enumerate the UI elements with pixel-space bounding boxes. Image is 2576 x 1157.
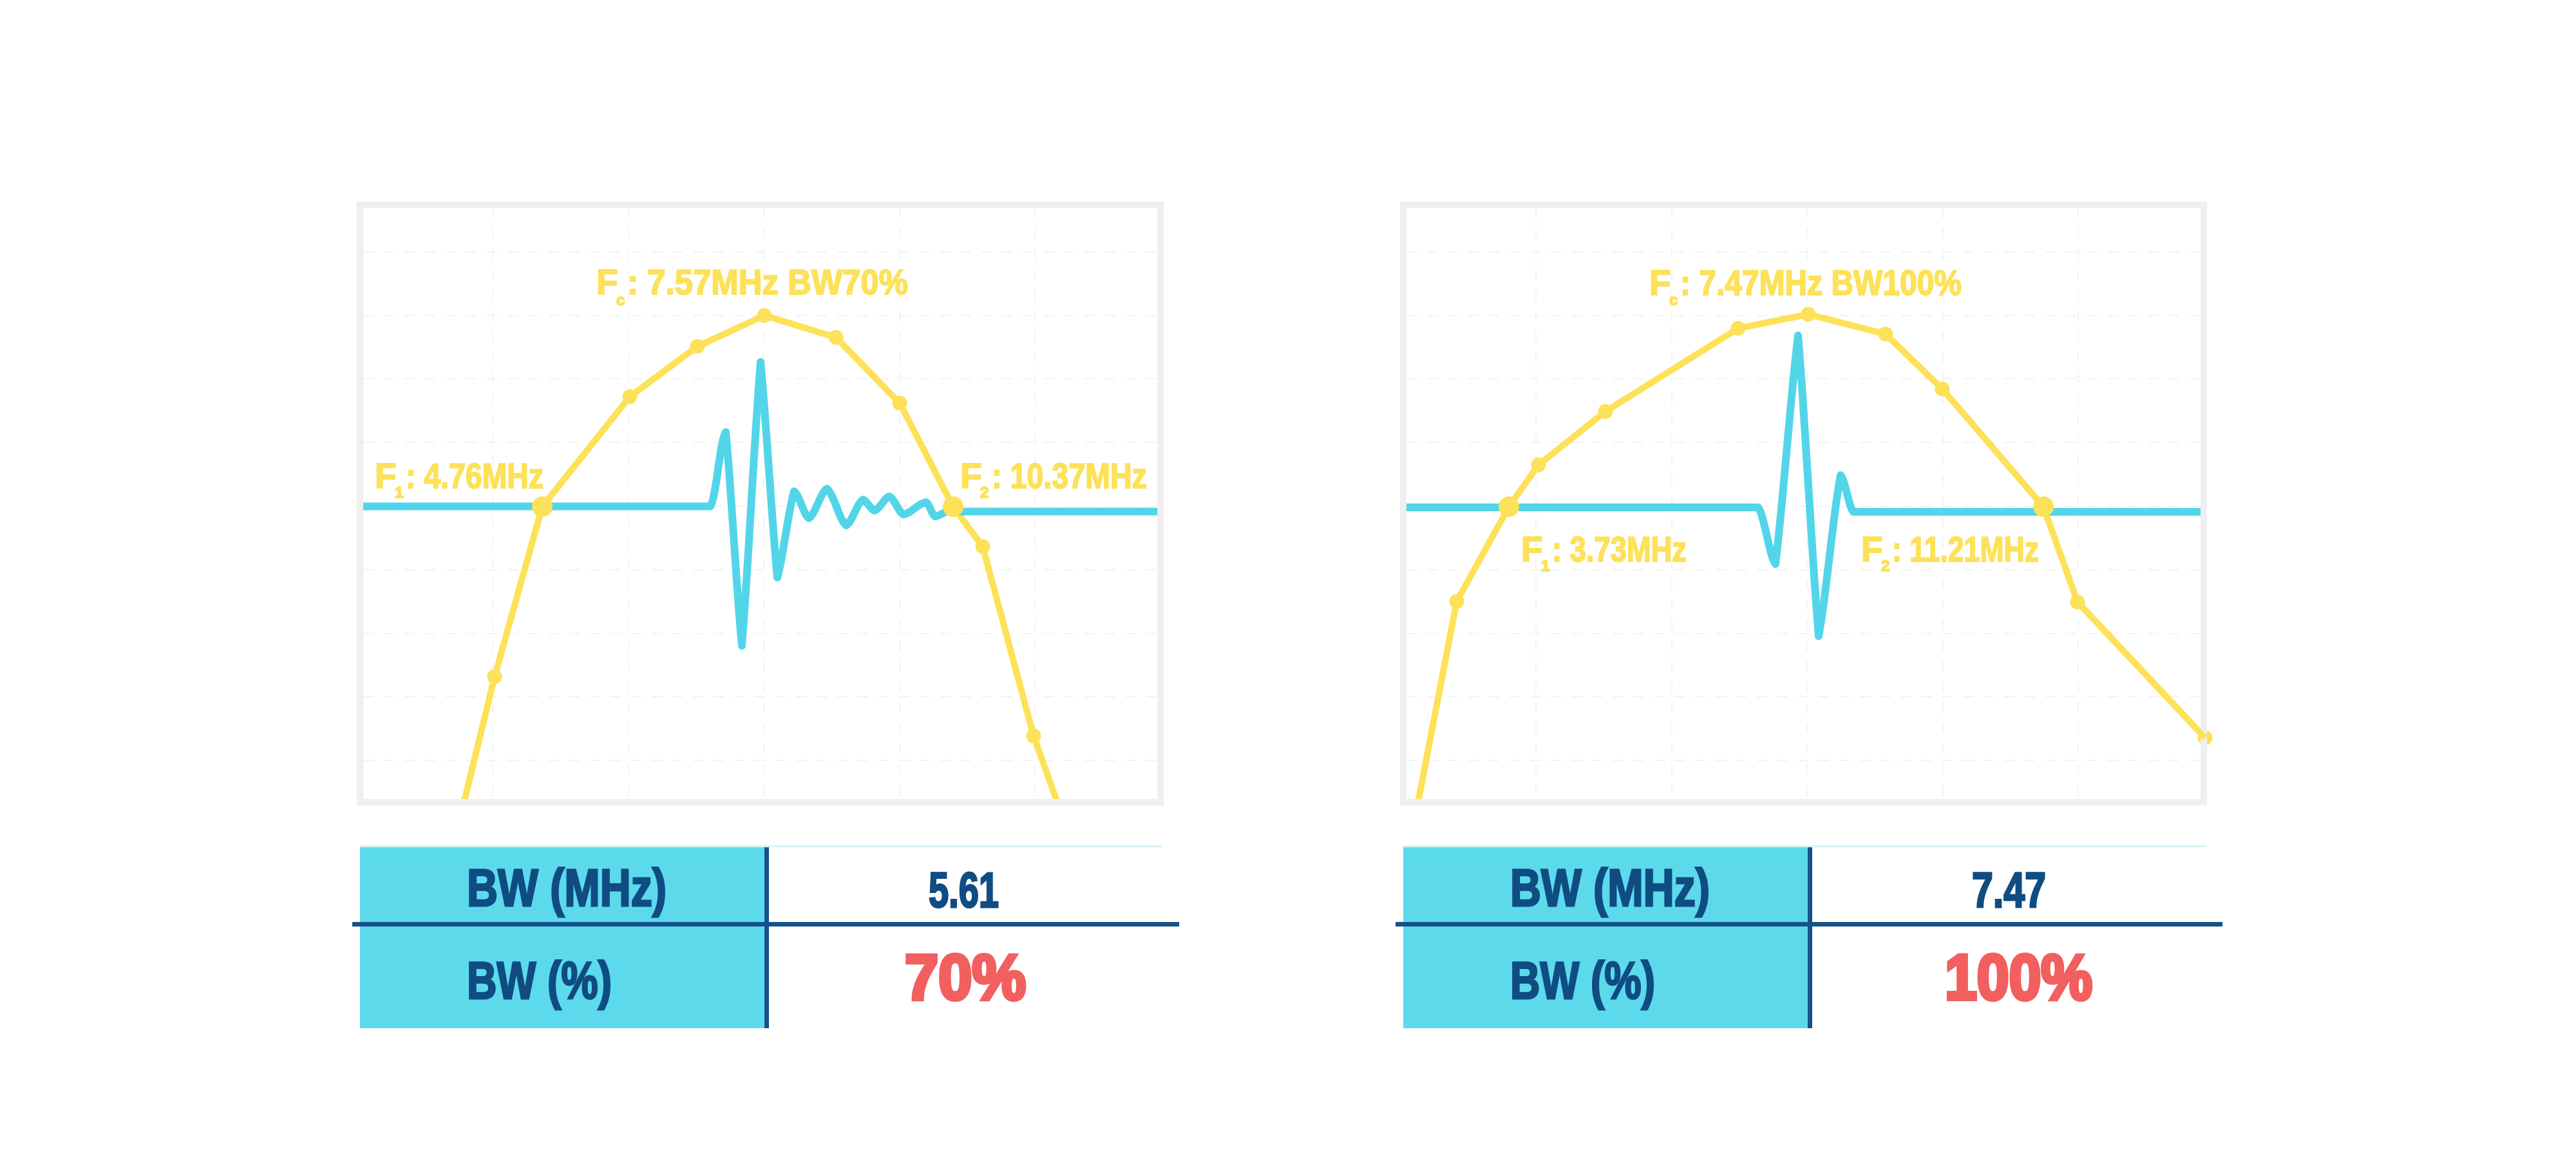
svg-text:: 10.37MHz: : 10.37MHz <box>992 456 1147 496</box>
svg-text:5.61: 5.61 <box>929 863 999 918</box>
svg-text:: 7.47MHz BW100%: : 7.47MHz BW100% <box>1680 263 1962 303</box>
svg-text:BW (MHz): BW (MHz) <box>1510 859 1710 917</box>
svg-text:1: 1 <box>395 484 403 502</box>
svg-text:: 11.21MHz: : 11.21MHz <box>1892 529 2039 569</box>
svg-text:100%: 100% <box>1945 941 2092 1013</box>
svg-text:1: 1 <box>1541 558 1549 575</box>
svg-text:BW (%): BW (%) <box>467 952 612 1010</box>
svg-text:c: c <box>1669 292 1678 309</box>
svg-text:F: F <box>375 456 397 496</box>
svg-text:2: 2 <box>980 484 989 502</box>
svg-text:BW (MHz): BW (MHz) <box>467 859 667 917</box>
svg-text:70%: 70% <box>905 941 1026 1013</box>
svg-text:F: F <box>1521 529 1543 569</box>
svg-text:c: c <box>616 292 625 309</box>
svg-text:BW (%): BW (%) <box>1510 952 1655 1010</box>
svg-text:2: 2 <box>1881 558 1889 575</box>
svg-text:F: F <box>596 262 618 302</box>
svg-text:: 3.73MHz: : 3.73MHz <box>1552 529 1687 569</box>
svg-text:F: F <box>1861 529 1883 569</box>
svg-text:F: F <box>960 456 982 496</box>
svg-text:: 4.76MHz: : 4.76MHz <box>406 456 544 496</box>
svg-text:F: F <box>1649 263 1671 303</box>
svg-text:: 7.57MHz BW70%: : 7.57MHz BW70% <box>627 262 908 302</box>
svg-text:7.47: 7.47 <box>1972 863 2046 918</box>
